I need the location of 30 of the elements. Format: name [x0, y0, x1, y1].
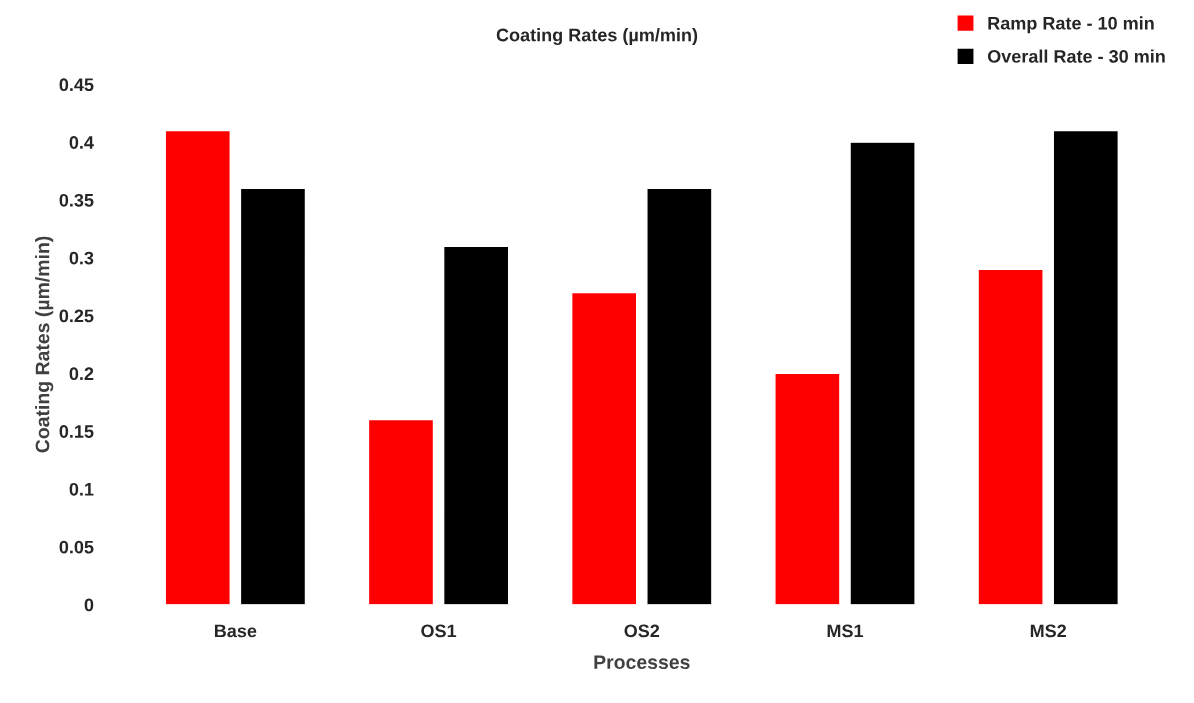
chart-title: Coating Rates (µm/min)	[496, 28, 698, 46]
bar	[774, 372, 841, 605]
bar	[442, 245, 510, 605]
bar	[977, 268, 1044, 605]
y-tick-label: 0.25	[59, 309, 94, 323]
bar	[570, 291, 638, 605]
bar	[646, 187, 713, 605]
y-tick-label: 0.4	[69, 136, 94, 149]
bar	[849, 141, 916, 605]
x-tick-label: MS2	[1030, 624, 1067, 638]
y-tick-label: 0.35	[59, 193, 94, 207]
y-tick-label: 0.2	[69, 367, 94, 381]
y-axis-title: Coating Rates (µm/min)	[35, 236, 54, 453]
x-tick-label: MS1	[827, 624, 864, 638]
x-axis-title: Processes	[594, 655, 690, 670]
bar	[1052, 129, 1119, 605]
x-tick-label: OS2	[624, 624, 660, 638]
y-tick-label: 0.45	[59, 78, 94, 92]
bar	[239, 187, 307, 605]
bar	[164, 129, 231, 605]
y-tick-label: 0.05	[59, 540, 94, 554]
legend-label: Ramp Rate - 10 min	[988, 16, 1154, 34]
legend-label: Overall Rate - 30 min	[987, 49, 1165, 63]
y-tick-label: 0.15	[59, 425, 94, 438]
x-tick-label: Base	[214, 624, 257, 638]
x-tick-label: OS1	[421, 624, 457, 638]
y-tick-label: 0.3	[69, 251, 94, 265]
bar	[367, 418, 435, 605]
y-tick-label: 0	[84, 598, 94, 612]
y-tick-label: 0.1	[69, 482, 94, 496]
